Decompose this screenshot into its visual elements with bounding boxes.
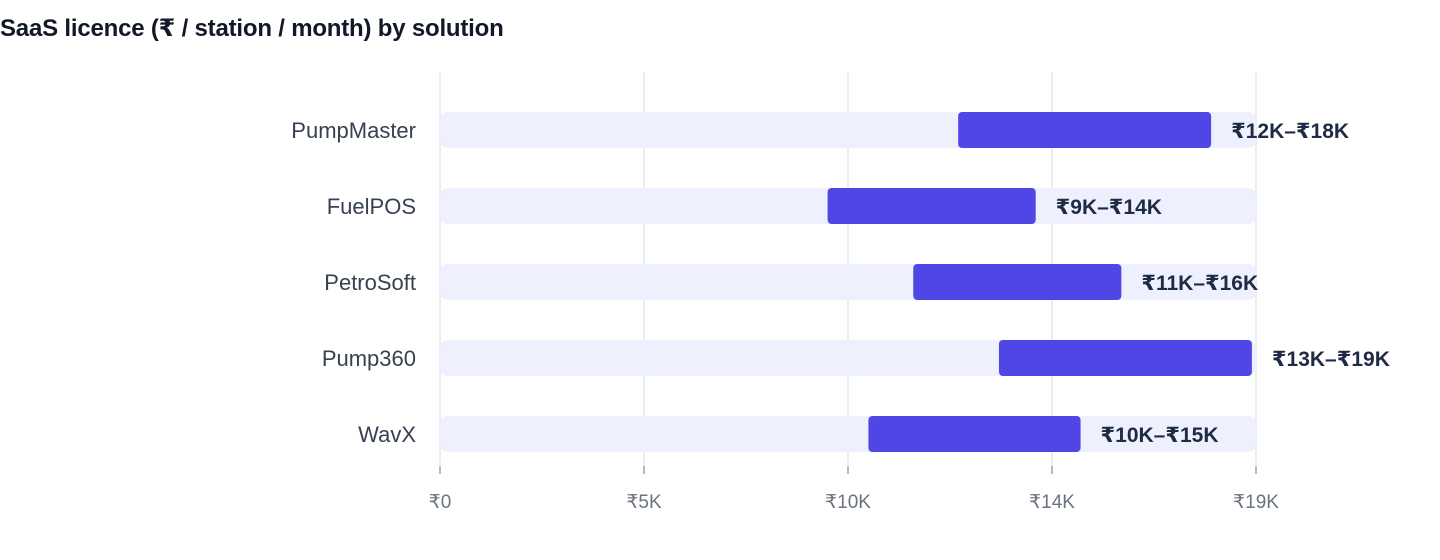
range-bars	[827, 112, 1252, 452]
category-label: Pump360	[322, 346, 416, 371]
range-bar	[827, 188, 1036, 224]
tick-label: ₹0	[429, 492, 452, 513]
range-bar	[868, 416, 1081, 452]
category-label: PumpMaster	[291, 118, 416, 143]
range-bar	[998, 340, 1252, 376]
range-bar	[958, 112, 1212, 148]
tick-label: ₹5K	[626, 492, 662, 513]
category-label: PetroSoft	[324, 270, 416, 295]
value-label: ₹13K–₹19K	[1272, 348, 1390, 371]
value-label: ₹11K–₹16K	[1141, 272, 1258, 295]
value-label: ₹12K–₹18K	[1231, 120, 1349, 143]
tick-label: ₹19K	[1233, 492, 1279, 513]
category-label: WavX	[358, 422, 416, 447]
chart-title: SaaS licence (₹ / station / month) by so…	[0, 15, 504, 42]
tick-label: ₹10K	[825, 492, 871, 513]
range-bar	[913, 264, 1122, 300]
category-labels: PumpMaster FuelPOS PetroSoft Pump360 WavX	[291, 118, 416, 447]
x-axis-ticks: ₹0 ₹5K ₹10K ₹14K ₹19K	[429, 466, 1279, 513]
value-label: ₹9K–₹14K	[1056, 196, 1162, 219]
value-labels: ₹12K–₹18K ₹9K–₹14K ₹11K–₹16K ₹13K–₹19K ₹10K–…	[1056, 120, 1390, 447]
value-label: ₹10K–₹15K	[1101, 424, 1219, 447]
tick-label: ₹14K	[1029, 492, 1075, 513]
bar-track	[440, 264, 1256, 300]
category-label: FuelPOS	[327, 194, 416, 219]
